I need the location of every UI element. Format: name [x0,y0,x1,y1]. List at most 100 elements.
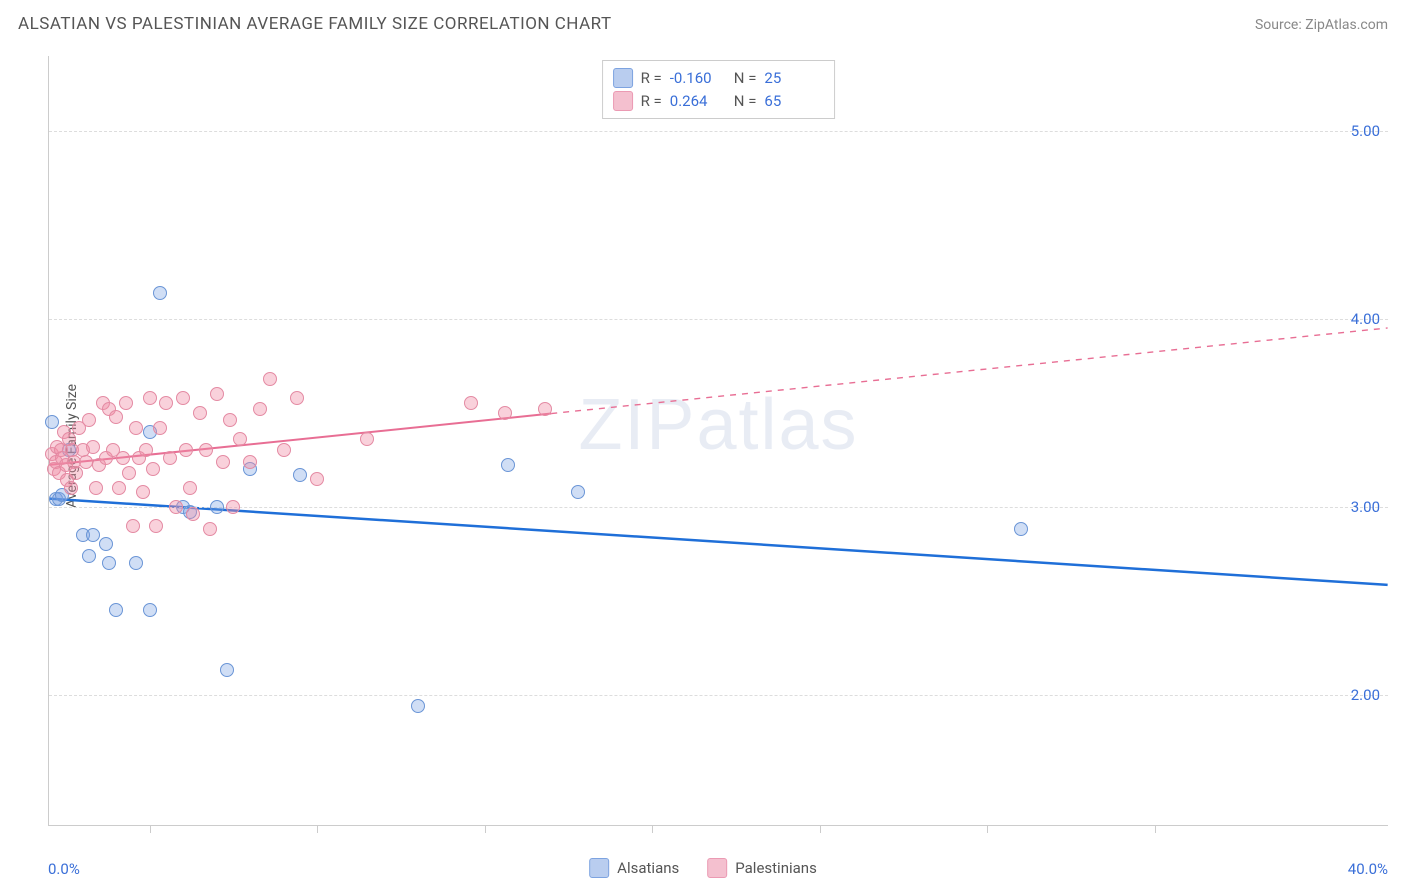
data-point [64,481,78,495]
data-point [109,603,123,617]
data-point [89,481,103,495]
y-tick-label: 3.00 [1351,498,1380,516]
n-label: N = [734,67,757,90]
data-point [243,455,257,469]
data-point [179,443,193,457]
data-point [464,396,478,410]
data-point [143,603,157,617]
legend-label: Palestinians [735,859,817,877]
data-point [293,468,307,482]
header: ALSATIAN VS PALESTINIAN AVERAGE FAMILY S… [18,14,1388,34]
r-label: R = [641,67,662,90]
r-value: -0.160 [670,67,726,90]
data-point [186,507,200,521]
stats-legend: R =-0.160N =25R =0.264N =65 [602,60,836,119]
data-point [146,462,160,476]
data-point [1014,522,1028,536]
r-label: R = [641,90,662,113]
grid-line [49,131,1388,132]
n-value: 25 [764,67,820,90]
data-point [102,556,116,570]
data-point [116,451,130,465]
x-tick [317,825,318,833]
series-legend: Alsatians Palestinians [589,858,817,878]
trend-lines [49,56,1388,825]
data-point [86,528,100,542]
data-point [136,485,150,499]
data-point [360,432,374,446]
data-point [210,387,224,401]
data-point [176,391,190,405]
data-point [86,440,100,454]
data-point [112,481,126,495]
stats-row: R = -0.160 N = 25 [613,67,821,90]
data-point [199,443,213,457]
data-point [263,372,277,386]
watermark: ZIPatlas [578,384,858,466]
x-tick [150,825,151,833]
x-tick [652,825,653,833]
x-tick [820,825,821,833]
x-axis-max-label: 40.0% [1348,860,1388,878]
data-point [69,466,83,480]
data-point [82,413,96,427]
data-point [159,396,173,410]
data-point [538,402,552,416]
y-tick-label: 2.00 [1351,686,1380,704]
data-point [310,472,324,486]
data-point [498,406,512,420]
legend-label: Alsatians [617,859,679,877]
data-point [82,549,96,563]
r-value: 0.264 [670,90,726,113]
data-point [220,663,234,677]
data-point [253,402,267,416]
data-point [203,522,217,536]
x-tick [1155,825,1156,833]
legend-swatch [613,68,633,88]
legend-swatch [613,91,633,111]
y-tick-label: 4.00 [1351,310,1380,328]
data-point [139,443,153,457]
chart-title: ALSATIAN VS PALESTINIAN AVERAGE FAMILY S… [18,14,612,34]
data-point [129,421,143,435]
data-point [153,421,167,435]
x-tick [987,825,988,833]
data-point [149,519,163,533]
n-label: N = [734,90,757,113]
data-point [79,455,93,469]
x-tick [485,825,486,833]
watermark-light: atlas [696,385,858,465]
chart-container: ALSATIAN VS PALESTINIAN AVERAGE FAMILY S… [0,0,1406,892]
data-point [223,413,237,427]
legend-item: Alsatians [589,858,679,878]
data-point [163,451,177,465]
grid-line [49,507,1388,508]
data-point [109,410,123,424]
y-tick-label: 5.00 [1351,122,1380,140]
legend-swatch [707,858,727,878]
data-point [169,500,183,514]
data-point [277,443,291,457]
data-point [143,391,157,405]
legend-swatch [589,858,609,878]
grid-line [49,695,1388,696]
source-attribution: Source: ZipAtlas.com [1255,17,1388,33]
data-point [226,500,240,514]
data-point [233,432,247,446]
data-point [119,396,133,410]
data-point [153,286,167,300]
data-point [183,481,197,495]
data-point [501,458,515,472]
data-point [571,485,585,499]
data-point [126,519,140,533]
data-point [411,699,425,713]
data-point [193,406,207,420]
data-point [99,537,113,551]
watermark-bold: ZIP [578,385,696,465]
legend-item: Palestinians [707,858,817,878]
data-point [210,500,224,514]
data-point [216,455,230,469]
data-point [129,556,143,570]
grid-line [49,319,1388,320]
stats-row: R =0.264N =65 [613,90,821,113]
